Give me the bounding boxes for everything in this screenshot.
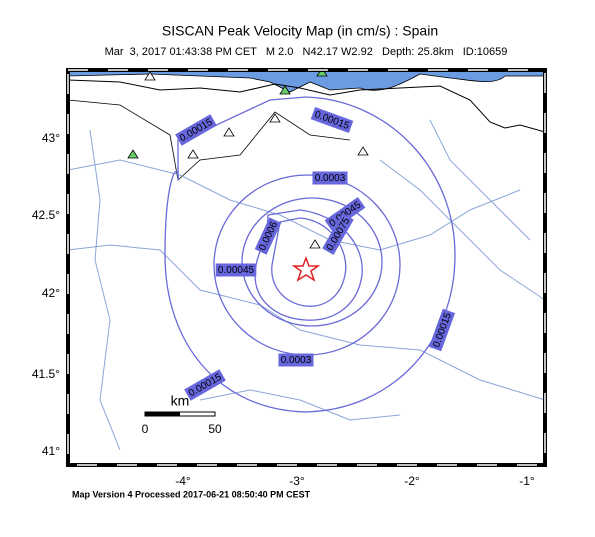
label-box (278, 353, 314, 367)
station (357, 146, 369, 156)
label-text: 0.0003 (315, 173, 346, 184)
scale-rect (145, 412, 180, 416)
border (67, 99, 351, 181)
lat-label: 41° (42, 444, 60, 458)
label-box (428, 308, 456, 352)
label-box (184, 369, 226, 401)
label-box (310, 106, 354, 134)
label-box (324, 197, 366, 231)
lon-label: -4° (175, 474, 191, 488)
lat-label: 42.5° (32, 208, 60, 222)
subtitle: Mar 3, 2017 01:43:38 PM CET M 2.0 N42.17… (105, 46, 508, 58)
station (309, 239, 321, 249)
lat-label: 43° (42, 131, 60, 145)
title: SISCAN Peak Velocity Map (in cm/s) : Spa… (162, 23, 438, 39)
lon-label: -1° (519, 474, 535, 488)
lon-label: -2° (404, 474, 420, 488)
coastline (67, 79, 546, 133)
station (187, 149, 199, 159)
station (223, 127, 235, 137)
label-box (175, 114, 217, 146)
lon-label: -3° (289, 474, 305, 488)
river (429, 119, 531, 241)
scale-end: 50 (208, 422, 222, 436)
station (144, 71, 156, 81)
label-text: 0.0003 (281, 355, 312, 366)
label-box (254, 217, 282, 255)
contour (164, 96, 456, 413)
epicenter (291, 255, 321, 282)
label-box (215, 263, 257, 277)
lat-label: 42° (42, 286, 60, 300)
contour (241, 197, 383, 327)
scale-unit: km (171, 393, 190, 409)
frame (66, 68, 547, 467)
river (67, 159, 521, 251)
contour-label: 0.00045 (215, 263, 257, 277)
river (199, 389, 401, 421)
label-box (322, 213, 354, 255)
footer: Map Version 4 Processed 2017-06-21 08:50… (72, 489, 311, 499)
station (279, 85, 291, 95)
map-background (68, 70, 545, 465)
label-box (312, 171, 348, 185)
river (379, 159, 546, 301)
contour-label: 0.0003 (278, 353, 314, 367)
contour-label: 0.0003 (312, 171, 348, 185)
lat-label: 41.5° (32, 367, 60, 381)
scale-start: 0 (142, 422, 149, 436)
contour (254, 209, 363, 321)
label-text: 0.00045 (218, 265, 255, 276)
river (67, 244, 546, 401)
station (127, 149, 139, 159)
river (89, 129, 121, 451)
station (269, 113, 281, 123)
scale-bar: km 0 50 (142, 393, 222, 436)
contour (271, 217, 347, 307)
